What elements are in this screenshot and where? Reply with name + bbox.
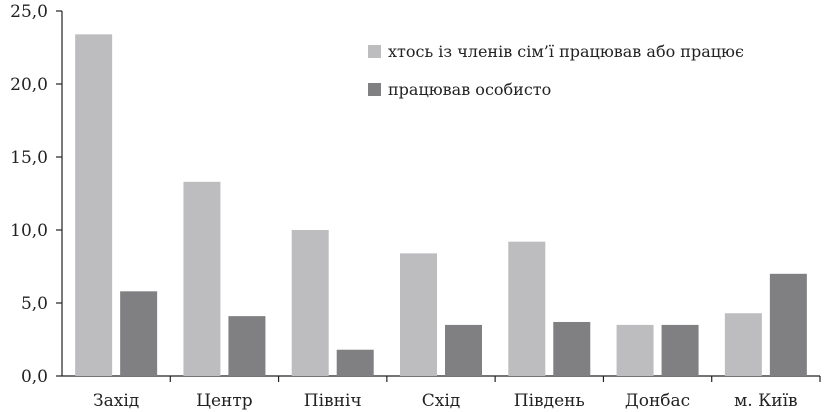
x-tick-label: Схід (422, 391, 461, 411)
legend-label: хтось із членів сім’ї працював або працю… (388, 42, 744, 61)
bar-family (400, 253, 437, 376)
bar-family (291, 230, 329, 376)
legend: хтось із членів сім’ї працював або працю… (368, 42, 744, 99)
bar-family (183, 181, 221, 376)
y-tick-label: 5,0 (21, 294, 48, 314)
bar-family (616, 324, 654, 376)
legend-swatch (368, 45, 381, 58)
bar-personal (336, 349, 374, 376)
bar-family (508, 241, 546, 376)
y-tick-label: 0,0 (21, 367, 48, 387)
y-tick-label: 10,0 (10, 221, 48, 241)
bar-personal (553, 321, 591, 376)
bar-personal (445, 324, 482, 376)
x-tick-label: Донбас (625, 391, 690, 411)
x-tick-label: Південь (514, 391, 585, 411)
x-tick-label: Центр (196, 391, 253, 411)
y-axis: 0,0 5,0 10,0 15,0 20,0 25,0 (10, 2, 63, 387)
bar-personal (769, 273, 807, 376)
x-tick-label: Північ (304, 391, 362, 411)
y-tick-label: 15,0 (10, 148, 48, 168)
bar-personal (228, 316, 266, 376)
legend-label: працював особисто (388, 80, 551, 99)
x-tick-label: м. Київ (734, 391, 798, 411)
bar-personal (661, 324, 699, 376)
bar-family (724, 313, 762, 376)
bar-family (75, 34, 113, 377)
bars (75, 34, 807, 377)
y-tick-label: 25,0 (10, 2, 48, 22)
x-tick-label: Захід (93, 391, 139, 411)
legend-swatch (368, 83, 381, 96)
bar-personal (120, 291, 158, 376)
x-axis: Захід Центр Північ Схід Південь Донбас м. Київ (62, 375, 821, 411)
y-tick-label: 20,0 (10, 75, 48, 95)
